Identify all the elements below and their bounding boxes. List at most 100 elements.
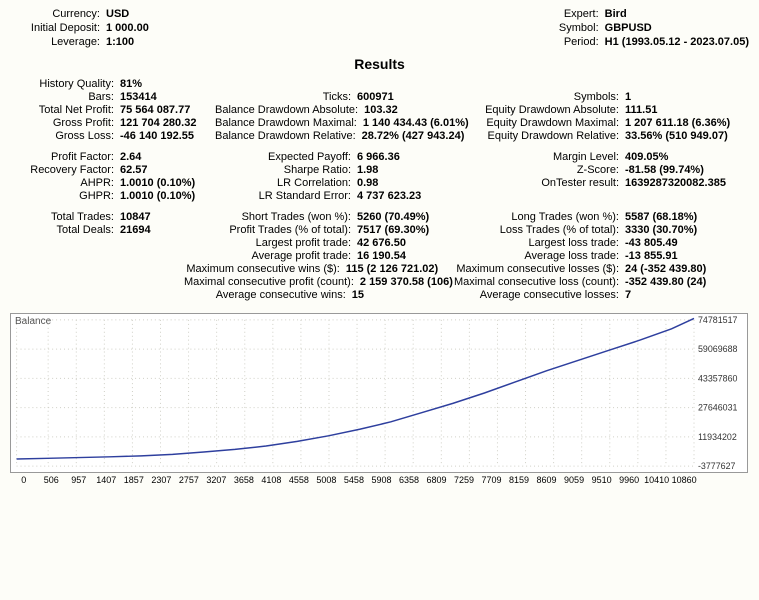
xtick-label: 8159 xyxy=(505,475,533,485)
stats-label: LR Standard Error: xyxy=(215,190,351,202)
stats-value: 42 676.50 xyxy=(357,237,485,249)
stats-cell: Symbols:1 xyxy=(485,91,749,103)
stats-value: -352 439.80 (24) xyxy=(625,276,749,288)
stats-label: AHPR: xyxy=(10,177,114,189)
header: Currency:USDInitial Deposit:1 000.00Leve… xyxy=(10,8,749,48)
stats-value: 1.0010 (0.10%) xyxy=(120,177,215,189)
stats-label: Loss Trades (% of total): xyxy=(485,224,619,236)
stats-value: 5260 (70.49%) xyxy=(357,211,485,223)
balance-chart-svg: 7478151759069688433578602764603111934202… xyxy=(11,314,747,472)
stats-cell: Average consecutive losses:7 xyxy=(480,289,749,301)
stats-row: Recovery Factor:62.57Sharpe Ratio:1.98Z-… xyxy=(10,164,749,176)
stats-value: 10847 xyxy=(120,211,215,223)
header-right: Expert:BirdSymbol:GBPUSDPeriod:H1 (1993.… xyxy=(549,8,749,48)
stats-value: -43 805.49 xyxy=(625,237,749,249)
stats-label: Equity Drawdown Maximal: xyxy=(485,117,619,129)
stats-label: Average consecutive losses: xyxy=(480,289,619,301)
stats-value: 121 704 280.32 xyxy=(120,117,215,129)
stats-value: 153414 xyxy=(120,91,215,103)
xtick-label: 10860 xyxy=(670,475,698,485)
stats-label: Balance Drawdown Maximal: xyxy=(215,117,357,129)
stats-row: Gross Profit: 121 704 280.32Balance Drawd… xyxy=(10,117,749,129)
stats-cell: Equity Drawdown Maximal:1 207 611.18 (6.… xyxy=(485,117,749,129)
stats-label: Balance Drawdown Absolute: xyxy=(215,104,358,116)
stats-label: Symbols: xyxy=(485,91,619,103)
header-left: Currency:USDInitial Deposit:1 000.00Leve… xyxy=(10,8,149,48)
stats-label xyxy=(485,78,619,90)
header-label: Expert: xyxy=(549,8,599,20)
stats-cell: Largest profit trade:42 676.50 xyxy=(215,237,485,249)
xtick-label: 506 xyxy=(38,475,66,485)
stats-value: -81.58 (99.74%) xyxy=(625,164,749,176)
xtick-label: 2757 xyxy=(175,475,203,485)
xtick-label: 8609 xyxy=(533,475,561,485)
stats-value xyxy=(120,250,215,262)
stats-value: 0.98 xyxy=(357,177,485,189)
stats-label xyxy=(10,250,114,262)
stats-value xyxy=(357,78,485,90)
stats-row: Largest profit trade:42 676.50Largest lo… xyxy=(10,237,749,249)
stats-row: Total Net Profit:75 564 087.77Balance Dr… xyxy=(10,104,749,116)
stats-value: 15 xyxy=(352,289,480,301)
header-value: 1 000.00 xyxy=(106,22,149,34)
stats-cell: Balance Drawdown Relative:28.72% (427 94… xyxy=(215,130,485,142)
stats-value: 33.56% (510 949.07) xyxy=(625,130,749,142)
stats-cell: Equity Drawdown Relative:33.56% (510 949… xyxy=(485,130,749,142)
stats-value: -13 855.91 xyxy=(625,250,749,262)
stats-cell: Sharpe Ratio:1.98 xyxy=(215,164,485,176)
stats-row: GHPR:1.0010 (0.10%)LR Standard Error:4 7… xyxy=(10,190,749,202)
stats-cell xyxy=(215,78,485,90)
stats-row: Total Deals:21694Profit Trades (% of tot… xyxy=(10,224,749,236)
chart-xticks: 0506957140718572307275732073658410845585… xyxy=(10,475,698,485)
stats-value: 75 564 087.77 xyxy=(120,104,215,116)
stats-label xyxy=(215,78,351,90)
xtick-label: 7709 xyxy=(478,475,506,485)
stats-row: Total Trades:10847Short Trades (won %):5… xyxy=(10,211,749,223)
stats-value: 62.57 xyxy=(120,164,215,176)
stats-label: Ticks: xyxy=(215,91,351,103)
stats-value: 81% xyxy=(120,78,215,90)
stats-cell xyxy=(485,190,749,202)
stats-value xyxy=(91,263,186,275)
svg-text:-3777627: -3777627 xyxy=(698,461,736,471)
stats-label xyxy=(10,276,83,288)
balance-chart: Balance 74781517590696884335786027646031… xyxy=(10,313,748,473)
stats-row: Average consecutive wins: 15Average conse… xyxy=(10,289,749,301)
stats-cell: Balance Drawdown Maximal:1 140 434.43 (6… xyxy=(215,117,485,129)
xtick-label: 10410 xyxy=(643,475,671,485)
stats-label: Average loss trade: xyxy=(485,250,619,262)
results-table: History Quality:81%Bars:153414Ticks:6009… xyxy=(10,78,749,301)
stats-value xyxy=(118,289,213,301)
stats-label: Maximum consecutive wins ($): xyxy=(186,263,339,275)
stats-value: 103.32 xyxy=(364,104,485,116)
stats-label: Average consecutive wins: xyxy=(213,289,346,301)
stats-value: 2.64 xyxy=(120,151,215,163)
stats-cell: Expected Payoff:6 966.36 xyxy=(215,151,485,163)
stats-value: 409.05% xyxy=(625,151,749,163)
stats-value: 24 (-352 439.80) xyxy=(625,263,749,275)
stats-label: Gross Profit: xyxy=(10,117,114,129)
stats-label: Margin Level: xyxy=(485,151,619,163)
stats-cell: Margin Level: 409.05% xyxy=(485,151,749,163)
stats-label: LR Correlation: xyxy=(215,177,351,189)
stats-value: 5587 (68.18%) xyxy=(625,211,749,223)
stats-label: Z-Score: xyxy=(485,164,619,176)
stats-label: Profit Factor: xyxy=(10,151,114,163)
xtick-label: 6809 xyxy=(423,475,451,485)
stats-label: OnTester result: xyxy=(485,177,619,189)
stats-cell: Maximum consecutive wins ($):115 (2 126 … xyxy=(186,263,456,275)
stats-value: 4 737 623.23 xyxy=(357,190,485,202)
stats-cell: Maximum consecutive losses ($):24 (-352 … xyxy=(456,263,749,275)
stats-value: 16 190.54 xyxy=(357,250,485,262)
xtick-label: 1407 xyxy=(93,475,121,485)
stats-label: Sharpe Ratio: xyxy=(215,164,351,176)
header-label: Symbol: xyxy=(549,22,599,34)
header-value: Bird xyxy=(605,8,627,20)
svg-text:11934202: 11934202 xyxy=(698,432,737,442)
xtick-label: 0 xyxy=(10,475,38,485)
stats-label: Equity Drawdown Absolute: xyxy=(485,104,619,116)
stats-value xyxy=(625,190,749,202)
xtick-label: 5908 xyxy=(368,475,396,485)
header-label: Currency: xyxy=(10,8,100,20)
header-value: H1 (1993.05.12 - 2023.07.05) xyxy=(605,36,749,48)
